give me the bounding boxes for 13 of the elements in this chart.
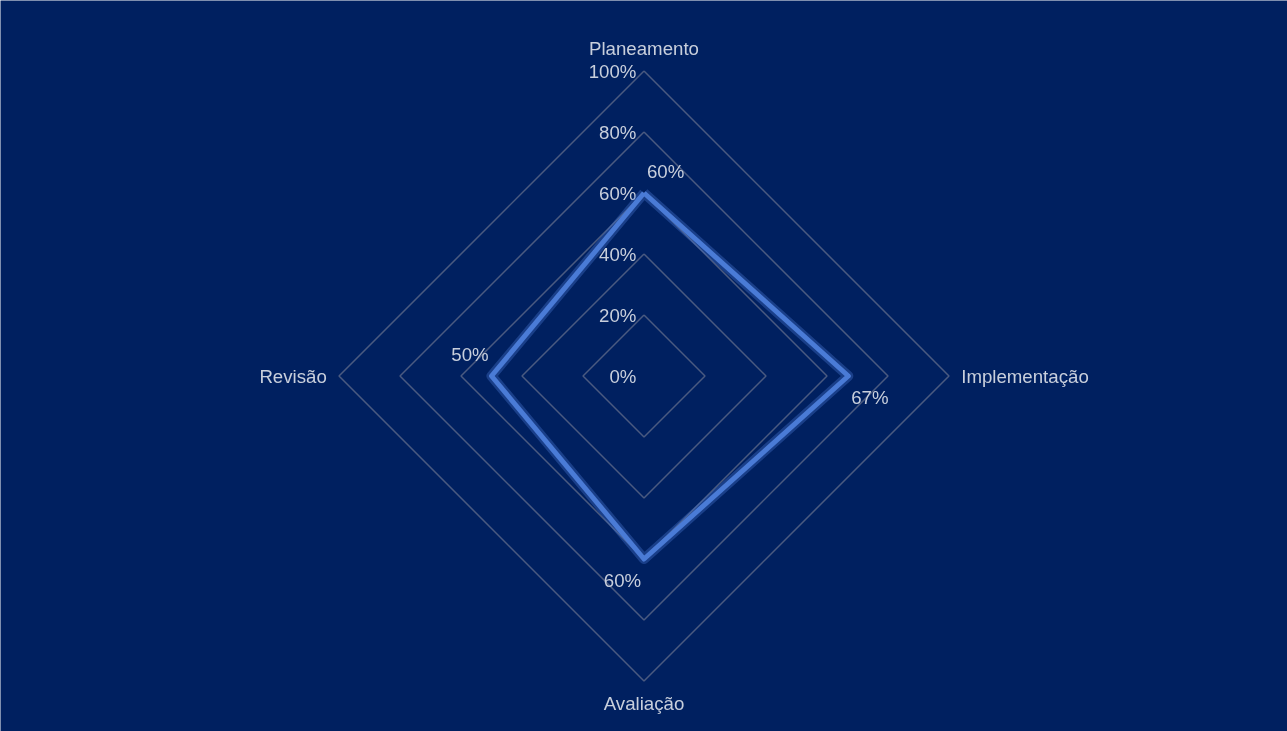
data-label: 67% bbox=[851, 387, 889, 409]
y-tick-label: 20% bbox=[599, 304, 637, 326]
spoke-label: Planeamento bbox=[589, 37, 699, 59]
spoke-label: Implementação bbox=[961, 365, 1089, 387]
data-label: 60% bbox=[646, 160, 685, 182]
y-tick-label: 60% bbox=[599, 182, 637, 204]
y-tick-label: 40% bbox=[599, 243, 637, 265]
data-label: 50% bbox=[451, 343, 489, 365]
y-tick-label: 100% bbox=[588, 60, 637, 82]
y-tick-label: 0% bbox=[609, 365, 637, 387]
y-tick-label: 80% bbox=[599, 121, 637, 143]
spoke-label: Revisão bbox=[259, 365, 327, 387]
spoke-label: Avaliação bbox=[603, 693, 685, 715]
